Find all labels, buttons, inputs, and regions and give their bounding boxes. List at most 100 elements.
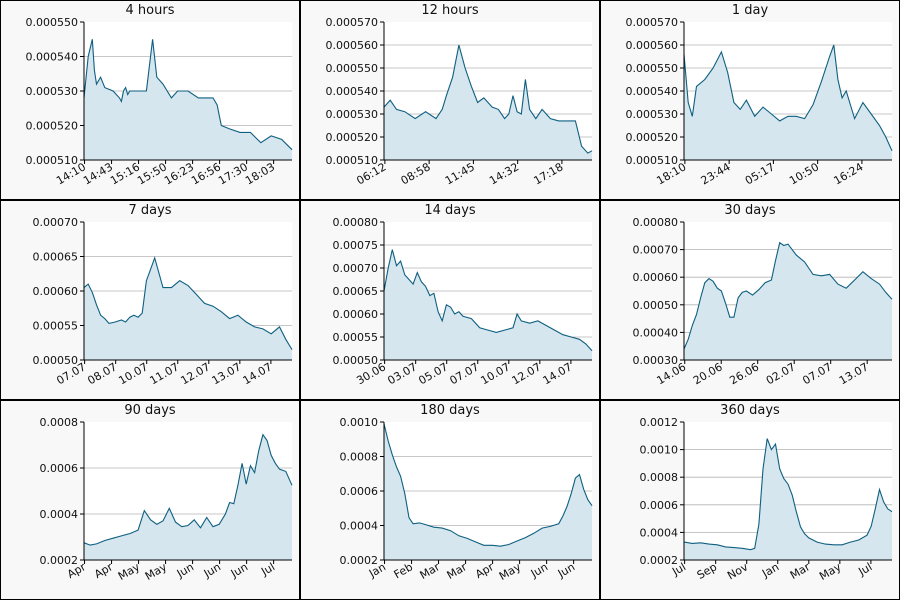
y-tick-label: 0.00060 (633, 271, 679, 284)
chart-svg: 0.000500.000550.000600.000650.0007007.07… (33, 216, 293, 387)
y-tick-label: 0.000510 (626, 154, 679, 167)
y-tick-label: 0.00070 (33, 216, 79, 229)
x-tick-label: 16:24 (831, 160, 865, 187)
y-tick-label: 0.000510 (26, 154, 79, 167)
chart-title: 180 days (420, 403, 480, 418)
x-tick-label: 14.07 (241, 360, 275, 387)
x-tick-label: 23:44 (699, 160, 733, 187)
chart-title: 7 days (128, 203, 172, 218)
chart-svg: 0.00050 0.00055 0.00060 0.00065 0.00070 0.000… (333, 216, 593, 387)
x-tick-label: 14:43 (81, 160, 115, 187)
y-tick-label: 0.000530 (326, 108, 379, 121)
x-tick-label: 08:58 (399, 160, 433, 187)
series-line (383, 44, 593, 154)
chart-panel-6: 0.00030 0.00040 0.00050 0.00060 0.00070 0.000… (601, 201, 899, 399)
chart-title: 1 day (731, 3, 769, 18)
y-tick-label: 0.000540 (26, 51, 79, 64)
y-tick-label: 0.000520 (626, 131, 679, 144)
chart-title: 14 days (424, 203, 476, 218)
y-tick-label: 0.00070 (633, 244, 679, 257)
chart-svg: 0.00030 0.00040 0.00050 0.00060 0.00070 0.000… (633, 216, 893, 387)
x-tick-label: Jul (669, 560, 688, 578)
chart-title: 90 days (124, 403, 176, 418)
series-line (683, 241, 893, 350)
x-tick-label: 20.06 (691, 360, 725, 387)
y-tick-label: 0.000560 (626, 39, 679, 52)
chart-panel-4: 0.00050 0.00055 0.00060 0.00065 0.00070 07.07… (1, 201, 299, 399)
y-tick-label: 0.000510 (326, 154, 379, 167)
y-tick-label: 0.0004 (40, 508, 79, 521)
x-tick-label: 18:03 (243, 160, 277, 187)
y-tick-label: 0.000550 (26, 16, 79, 29)
y-tick-label: 0.0004 (340, 520, 379, 533)
x-tick-label: 14:32 (487, 160, 521, 187)
y-tick-label: 0.000550 (326, 62, 379, 75)
y-tick-label: 0.0002 (340, 554, 379, 567)
x-tick-label: 12.07 (179, 360, 213, 387)
x-tick-label: 13.07 (837, 360, 871, 387)
y-tick-label: 0.00040 (633, 326, 679, 339)
chart-panel-9: 0.0002 0.0004 0.0006 0.0008 0.0010 0.0012 Jul S… (601, 401, 899, 599)
y-tick-label: 0.000540 (626, 85, 679, 98)
x-tick-label: 16:23 (162, 160, 196, 187)
x-tick-label: 13.07 (210, 360, 244, 387)
y-tick-label: 0.000550 (626, 62, 679, 75)
y-tick-label: 0.0006 (640, 499, 679, 512)
y-tick-label: 0.0012 (640, 416, 679, 429)
x-tick-label: 05:17 (743, 160, 777, 187)
y-tick-label: 0.00060 (333, 308, 379, 321)
y-tick-label: 0.000520 (326, 131, 379, 144)
y-tick-label: 0.000540 (326, 85, 379, 98)
series-line (683, 438, 893, 551)
y-tick-label: 0.00070 (333, 262, 379, 275)
series-area (384, 249, 592, 360)
y-tick-label: 0.00080 (333, 216, 379, 229)
y-tick-label: 0.00065 (333, 285, 379, 298)
series-line (383, 249, 593, 352)
x-tick-label: 17:30 (216, 160, 250, 187)
y-tick-label: 0.0002 (640, 554, 679, 567)
y-tick-label: 0.0008 (640, 471, 679, 484)
chart-panel-2: 0.000510 0.000520 0.000530 0.000540 0.000550… (301, 1, 599, 199)
chart-panel-7: 0.0002 0.0004 0.0006 0.0008 Apr Apr May May Jun J… (1, 401, 299, 599)
y-tick-label: 0.0006 (40, 462, 79, 475)
series-area (84, 39, 292, 160)
y-tick-label: 0.000530 (626, 108, 679, 121)
y-tick-label: 0.000530 (26, 85, 79, 98)
x-tick-label: 12.07 (510, 360, 544, 387)
y-tick-label: 0.00055 (333, 331, 379, 344)
y-tick-label: 0.00050 (33, 354, 79, 367)
x-tick-label: 14.07 (541, 360, 575, 387)
series-area (84, 257, 292, 360)
x-tick-label: 17:18 (531, 160, 565, 187)
y-tick-label: 0.000520 (26, 120, 79, 133)
chart-panel-5: 0.00050 0.00055 0.00060 0.00065 0.00070 0.000… (301, 201, 599, 399)
x-tick-label: 07.07 (447, 360, 481, 387)
x-tick-label: 15:16 (108, 160, 142, 187)
x-tick-label: 10:50 (787, 160, 821, 187)
chart-panel-3: 0.000510 0.000520 0.000530 0.000540 0.000550… (601, 1, 899, 199)
x-tick-label: 03.07 (385, 360, 419, 387)
chart-svg: 0.000510 0.000520 0.000530 0.000540 0.000550… (326, 16, 593, 187)
series-area (84, 434, 292, 560)
series-line (383, 423, 593, 547)
series-line (83, 39, 293, 151)
y-tick-label: 0.00080 (633, 216, 679, 229)
x-tick-label: 05.07 (416, 360, 450, 387)
y-tick-label: 0.0010 (340, 416, 379, 429)
y-tick-label: 0.0008 (340, 451, 379, 464)
chart-title: 12 hours (421, 3, 479, 18)
y-tick-label: 0.0002 (40, 554, 79, 567)
y-tick-label: 0.00075 (333, 239, 379, 252)
series-area (684, 242, 892, 360)
x-tick-label: 11.07 (147, 360, 181, 387)
y-tick-label: 0.00060 (33, 285, 79, 298)
y-tick-label: 0.00050 (333, 354, 379, 367)
y-tick-label: 0.000570 (626, 16, 679, 29)
y-tick-label: 0.000570 (326, 16, 379, 29)
y-tick-label: 0.00030 (633, 354, 679, 367)
x-tick-label: 10.07 (116, 360, 150, 387)
